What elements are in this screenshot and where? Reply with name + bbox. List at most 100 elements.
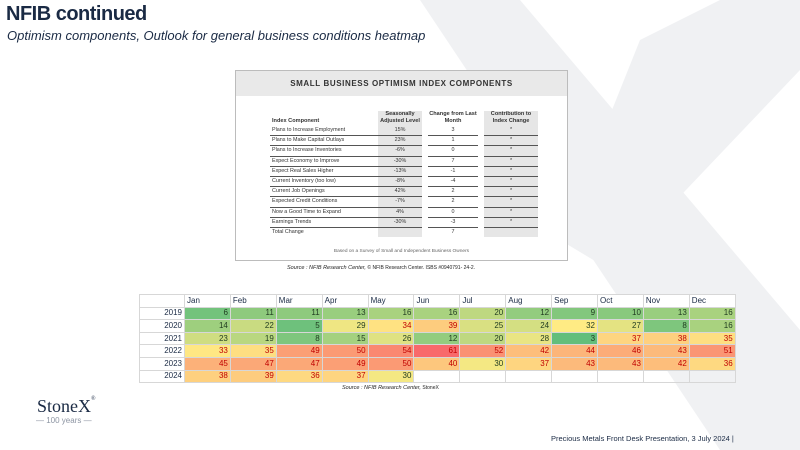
heatmap-cell: 45: [184, 356, 231, 371]
heatmap-cell: 13: [642, 306, 690, 321]
component-level: -7%: [378, 196, 422, 208]
year-label: 2024: [139, 369, 185, 384]
component-name: Expected Credit Conditions: [270, 196, 378, 208]
component-contribution: *: [484, 135, 538, 147]
heatmap-row: 2023 45 47 47 49 50 40 30 37 43 43 42 36: [139, 356, 736, 371]
heatmap-cell: 29: [321, 319, 369, 333]
heatmap-cell: 16: [688, 306, 736, 321]
component-contribution: *: [484, 156, 538, 167]
component-change: 2: [428, 196, 478, 208]
component-row: Current Job Openings 42% 2 *: [270, 186, 538, 198]
heatmap-cell: 36: [275, 369, 323, 384]
component-change: -4: [428, 176, 478, 188]
heatmap-cell: [505, 369, 553, 384]
heatmap-cell: 49: [321, 356, 369, 371]
component-change: 1: [428, 135, 478, 147]
component-contribution: *: [484, 217, 538, 228]
heatmap-cell: 32: [551, 319, 599, 333]
heatmap-cell: 37: [597, 331, 644, 346]
component-change: 3: [428, 126, 478, 137]
heatmap-cell: 50: [321, 344, 369, 358]
source-attribution: © NFIB Research Center. ISBS #0940791- 2…: [367, 265, 476, 271]
component-contribution: *: [484, 196, 538, 208]
heatmap-cell: [688, 369, 736, 384]
heatmap-cell: [597, 369, 644, 384]
heatmap-cell: 30: [367, 369, 415, 384]
heatmap-cell: 50: [367, 356, 415, 371]
heatmap-cell: 25: [459, 319, 507, 333]
heatmap-cell: 47: [275, 356, 323, 371]
month-header: May: [367, 294, 415, 308]
heatmap-cell: 35: [688, 331, 736, 346]
month-header: Nov: [642, 294, 690, 308]
heatmap-cell: 14: [184, 319, 231, 333]
year-label: 2021: [139, 331, 185, 346]
heatmap-cell: 13: [321, 306, 369, 321]
heatmap-cell: 40: [413, 356, 461, 371]
heatmap-cell: 38: [184, 369, 231, 384]
heatmap-cell: 11: [229, 306, 277, 321]
heatmap-cell: 39: [229, 369, 277, 384]
components-table: Index Component Seasonally Adjusted Leve…: [270, 111, 538, 238]
column-header-change: Change from Last Month: [429, 111, 477, 124]
component-contribution: *: [484, 207, 538, 218]
component-level: -6%: [378, 145, 422, 157]
heatmap-cell: 9: [551, 306, 599, 321]
heatmap-cell: 43: [597, 356, 644, 371]
source-text: Source : NFIB Research Center,: [342, 385, 421, 391]
heatmap-cell: 5: [275, 319, 323, 333]
heatmap-cell: 26: [367, 331, 415, 346]
heatmap-cell: 20: [459, 331, 507, 346]
heatmap-cell: 28: [505, 331, 553, 346]
heatmap-cell: 10: [597, 306, 644, 321]
panel-title: SMALL BUSINESS OPTIMISM INDEX COMPONENTS: [236, 71, 567, 96]
component-change: 2: [428, 186, 478, 198]
heatmap-cell: 30: [459, 356, 507, 371]
heatmap-cell: 61: [413, 344, 461, 358]
component-change: -1: [428, 166, 478, 177]
heatmap-cell: 36: [688, 356, 736, 371]
heatmap-cell: 33: [184, 344, 231, 358]
logo-mark: ®: [91, 396, 96, 402]
heatmap-cell: 19: [229, 331, 277, 346]
component-row: Expect Economy to Improve -30% 7 *: [270, 156, 538, 167]
heatmap-cell: 38: [642, 331, 690, 346]
source-note-components: Source : NFIB Research Center, © NFIB Re…: [287, 265, 475, 271]
heatmap-row: 2021 23 19 8 15 26 12 20 28 3 37 38 35: [139, 331, 736, 346]
heatmap-cell: 12: [413, 331, 461, 346]
heatmap-cell: 49: [275, 344, 323, 358]
optimism-components-panel: SMALL BUSINESS OPTIMISM INDEX COMPONENTS…: [235, 70, 568, 261]
heatmap-cell: 11: [275, 306, 323, 321]
column-header-contribution: Contribution to Index Change: [484, 111, 538, 126]
component-level: -13%: [378, 166, 422, 177]
component-change: 7: [428, 156, 478, 167]
heatmap-cell: 54: [367, 344, 415, 358]
year-label: 2020: [139, 319, 185, 333]
heatmap-corner: [139, 294, 185, 308]
heatmap-cell: [642, 369, 690, 384]
component-row: Now a Good Time to Expand 4% 0 *: [270, 207, 538, 218]
logo-text: StoneX: [37, 396, 91, 416]
component-row: Plans to Make Capital Outlays 23% 1 *: [270, 135, 538, 147]
component-contribution: *: [484, 186, 538, 198]
component-name: Earnings Trends: [270, 217, 378, 228]
panel-footnote: Based on a Survey of Small and Independe…: [333, 249, 470, 254]
heatmap-cell: 51: [688, 344, 736, 358]
column-header-component: Index Component: [272, 118, 320, 124]
heatmap-cell: 42: [642, 356, 690, 371]
heatmap-cell: 3: [551, 331, 599, 346]
page-subtitle: Optimism components, Outlook for general…: [7, 28, 426, 43]
component-name: Current Job Openings: [270, 186, 378, 198]
component-change: -3: [428, 217, 478, 228]
source-attribution: StoneX: [422, 385, 439, 391]
component-row: Current Inventory (too low) -8% -4 *: [270, 176, 538, 188]
heatmap-cell: 20: [459, 306, 507, 321]
heatmap-cell: 23: [184, 331, 231, 346]
component-level: -30%: [378, 156, 422, 167]
business-conditions-heatmap: Jan Feb Mar Apr May Jun Jul Aug Sep Oct Nov Dec 201…: [139, 294, 736, 384]
component-row: Earnings Trends -30% -3 *: [270, 217, 538, 228]
component-level: -8%: [378, 176, 422, 188]
heatmap-cell: 43: [551, 356, 599, 371]
heatmap-cell: 24: [505, 319, 553, 333]
heatmap-cell: 43: [642, 344, 690, 358]
